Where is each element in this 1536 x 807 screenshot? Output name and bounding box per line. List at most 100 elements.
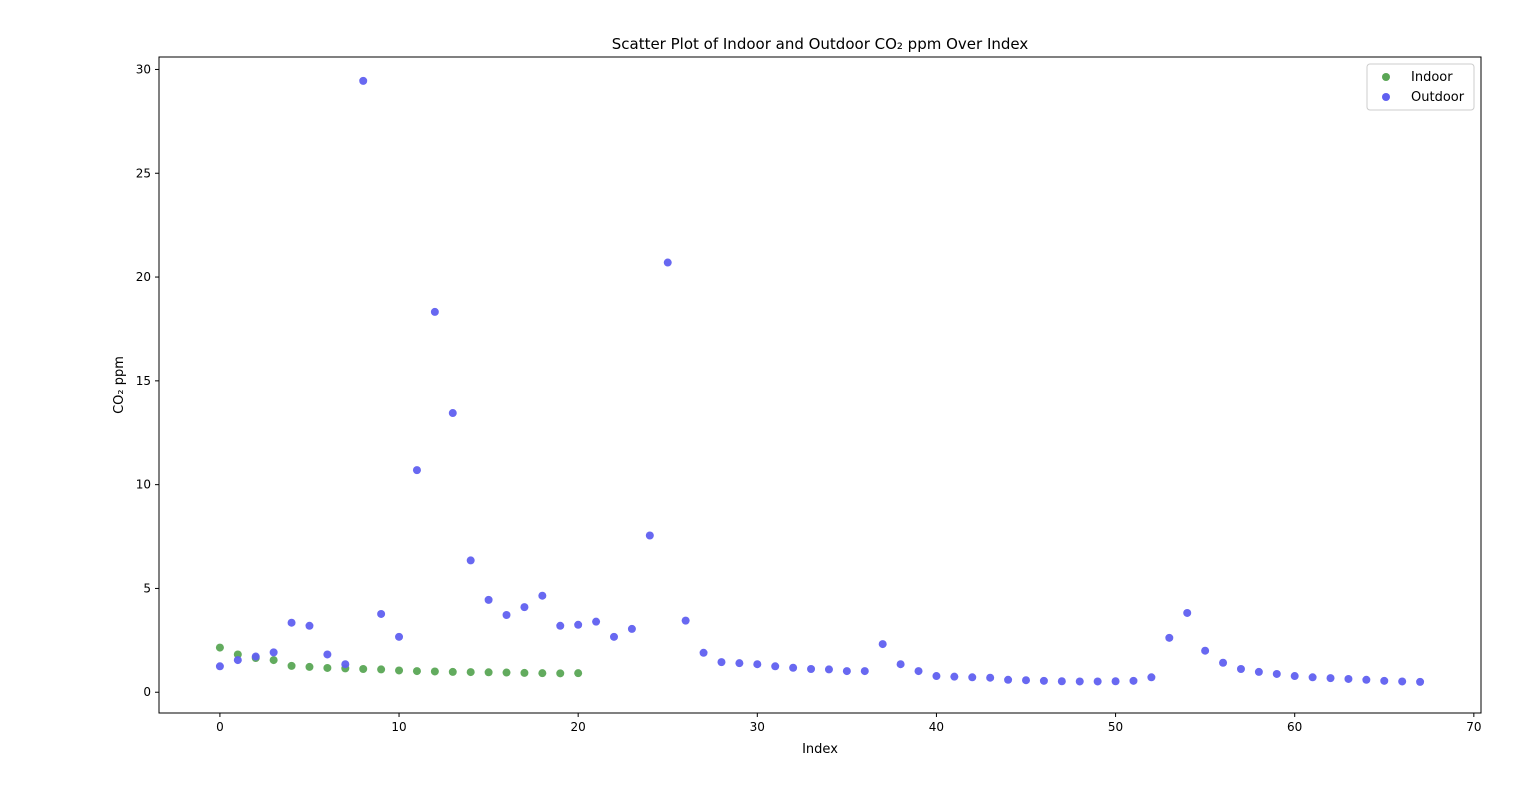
outdoor-point — [986, 673, 995, 682]
x-tick-label: 30 — [750, 720, 765, 734]
legend-label-outdoor: Outdoor — [1411, 90, 1465, 105]
outdoor-point — [1398, 677, 1407, 686]
outdoor-point — [753, 660, 762, 669]
outdoor-point — [1362, 675, 1371, 684]
outdoor-point — [377, 609, 386, 618]
outdoor-point — [484, 595, 493, 604]
y-tick-label: 30 — [136, 62, 151, 76]
outdoor-point — [1272, 669, 1281, 678]
outdoor-point — [412, 466, 421, 475]
outdoor-point — [1308, 673, 1317, 682]
y-axis: 0 5 10 15 20 25 30 — [136, 62, 159, 699]
outdoor-point — [627, 624, 636, 633]
plot-frame — [158, 56, 1482, 714]
outdoor-point — [645, 531, 654, 540]
y-tick-label: 15 — [136, 374, 151, 388]
outdoor-point — [1416, 677, 1425, 686]
outdoor-point — [1183, 608, 1192, 617]
indoor-point — [412, 667, 421, 676]
outdoor-point — [699, 648, 708, 657]
outdoor-point — [824, 665, 833, 674]
outdoor-point — [448, 409, 457, 418]
outdoor-point — [1147, 673, 1156, 682]
indoor-point — [287, 661, 296, 670]
outdoor-point — [1290, 672, 1299, 681]
outdoor-point — [502, 611, 511, 620]
indoor-point — [323, 663, 332, 672]
outdoor-point — [1326, 674, 1335, 683]
x-tick-label: 10 — [391, 720, 406, 734]
indoor-point — [538, 669, 547, 678]
outdoor-point — [717, 658, 726, 667]
outdoor-point — [932, 672, 941, 681]
outdoor-point — [1254, 667, 1263, 676]
indoor-point — [448, 667, 457, 676]
outdoor-point — [968, 673, 977, 682]
outdoor-point — [1057, 677, 1066, 686]
legend: Indoor Outdoor — [1366, 63, 1475, 111]
outdoor-point — [1201, 646, 1210, 655]
x-tick-label: 60 — [1287, 720, 1302, 734]
chart-title: Scatter Plot of Indoor and Outdoor CO₂ p… — [612, 35, 1029, 53]
outdoor-point — [1004, 675, 1013, 684]
outdoor-point — [395, 632, 404, 641]
indoor-point — [484, 668, 493, 677]
outdoor-point — [287, 618, 296, 627]
x-tick-label: 40 — [929, 720, 944, 734]
outdoor-point — [789, 663, 798, 672]
outdoor-point — [430, 307, 439, 316]
outdoor-point — [735, 659, 744, 668]
legend-label-indoor: Indoor — [1411, 70, 1453, 85]
x-tick-label: 50 — [1108, 720, 1123, 734]
outdoor-point — [251, 652, 260, 661]
indoor-point — [502, 668, 511, 677]
indoor-point — [466, 668, 475, 677]
outdoor-point — [1111, 677, 1120, 686]
outdoor-point — [681, 616, 690, 625]
indoor-point — [430, 667, 439, 676]
plot-area — [215, 76, 1425, 686]
indoor-point — [233, 650, 242, 659]
outdoor-point — [950, 672, 959, 681]
y-tick-label: 0 — [143, 685, 151, 699]
outdoor-point — [1039, 676, 1048, 685]
outdoor-point — [609, 632, 618, 641]
outdoor-point — [1022, 676, 1031, 685]
outdoor-point — [323, 650, 332, 659]
series-indoor — [215, 643, 583, 678]
outdoor-point — [305, 621, 314, 630]
x-tick-label: 20 — [571, 720, 586, 734]
indoor-point — [574, 669, 583, 678]
outdoor-point — [538, 591, 547, 600]
outdoor-point — [341, 660, 350, 669]
outdoor-point — [663, 258, 672, 267]
indoor-point — [359, 664, 368, 673]
outdoor-point — [215, 662, 224, 671]
x-axis-label: Index — [802, 742, 838, 757]
outdoor-point — [1093, 677, 1102, 686]
outdoor-point — [520, 603, 529, 612]
outdoor-point — [1380, 676, 1389, 685]
y-tick-label: 25 — [136, 166, 151, 180]
legend-marker-outdoor — [1382, 93, 1390, 101]
indoor-point — [520, 668, 529, 677]
outdoor-point — [592, 617, 601, 626]
indoor-point — [215, 643, 224, 652]
outdoor-point — [1236, 664, 1245, 673]
legend-marker-indoor — [1382, 73, 1390, 81]
outdoor-point — [896, 660, 905, 669]
outdoor-point — [466, 556, 475, 565]
y-tick-label: 10 — [136, 478, 151, 492]
series-outdoor — [215, 76, 1425, 686]
outdoor-point — [574, 620, 583, 629]
outdoor-point — [878, 640, 887, 649]
x-tick-label: 70 — [1466, 720, 1481, 734]
x-axis: 0 10 20 30 40 50 60 70 — [216, 713, 1481, 734]
outdoor-point — [914, 667, 923, 676]
y-tick-label: 20 — [136, 270, 151, 284]
outdoor-point — [807, 664, 816, 673]
x-tick-label: 0 — [216, 720, 224, 734]
outdoor-point — [771, 662, 780, 671]
outdoor-point — [860, 667, 869, 676]
